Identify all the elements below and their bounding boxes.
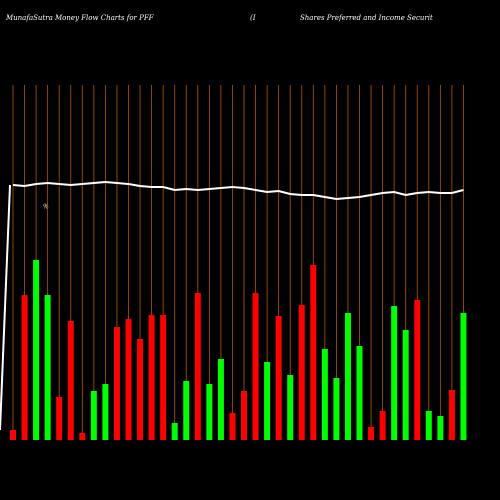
chart-title: MunafaSutra Money Flow Charts for PFF xyxy=(5,14,155,22)
bar xyxy=(125,319,132,440)
bar xyxy=(252,293,259,440)
chart-subtitle: Shares Preferred and Income Securit xyxy=(300,14,433,22)
bar xyxy=(448,390,455,440)
bars xyxy=(10,260,467,440)
bar xyxy=(414,300,421,440)
bar xyxy=(44,295,51,440)
bar xyxy=(33,260,40,440)
bar xyxy=(148,315,155,440)
bar xyxy=(102,384,109,440)
bar xyxy=(113,327,120,440)
bar xyxy=(298,305,305,440)
flow-line xyxy=(12,180,464,201)
bar xyxy=(183,381,190,440)
bar xyxy=(160,315,167,440)
bar xyxy=(287,375,294,440)
bar xyxy=(310,265,317,440)
bar xyxy=(275,316,282,440)
bar xyxy=(379,411,386,440)
bar xyxy=(344,313,351,440)
line-lead xyxy=(0,184,11,431)
bar xyxy=(264,362,271,440)
bar xyxy=(194,293,201,440)
bar xyxy=(56,397,63,440)
bar xyxy=(171,423,178,440)
bar xyxy=(217,359,224,440)
bar xyxy=(368,427,375,440)
bar xyxy=(321,349,328,440)
bar xyxy=(241,391,247,440)
annotation: % xyxy=(43,204,49,211)
lines xyxy=(0,180,464,431)
bar xyxy=(425,411,432,440)
bar xyxy=(333,378,340,440)
bar xyxy=(229,413,236,440)
bar xyxy=(79,433,86,440)
bar xyxy=(391,306,398,440)
bar xyxy=(67,321,74,440)
bar xyxy=(460,313,467,440)
bar xyxy=(137,339,144,440)
bar xyxy=(90,391,97,440)
chart-subtitle: (I xyxy=(250,14,256,22)
bar xyxy=(402,330,409,440)
bar xyxy=(437,416,444,440)
bar xyxy=(356,346,363,440)
bar xyxy=(206,384,213,440)
bar xyxy=(21,295,28,440)
bar xyxy=(10,430,16,440)
